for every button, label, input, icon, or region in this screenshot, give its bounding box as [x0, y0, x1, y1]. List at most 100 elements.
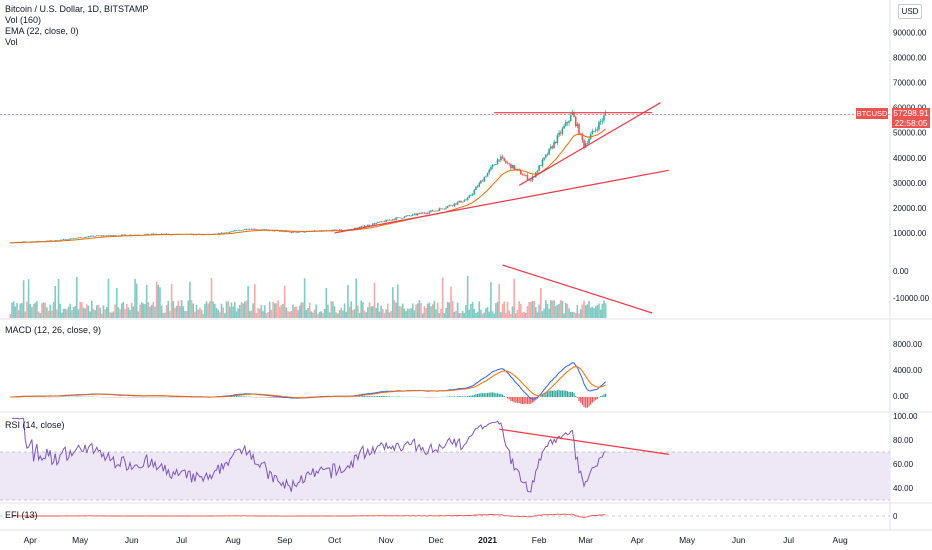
candle-body: [559, 132, 562, 134]
candle-body: [360, 226, 362, 228]
volume-bar: [556, 304, 559, 318]
volume-bar: [478, 301, 481, 318]
candle-body: [358, 227, 361, 229]
macd-hist-bar: [541, 394, 544, 397]
volume-bar: [378, 311, 381, 318]
volume-bar: [332, 301, 334, 318]
volume-bar: [534, 307, 537, 318]
macd-hist-bar: [230, 396, 233, 397]
candle-body: [243, 229, 246, 230]
macd-hist-bar: [244, 396, 246, 397]
macd-hist-bar: [593, 397, 595, 402]
time-axis-tick: Jun: [125, 535, 139, 545]
candle-body: [122, 234, 125, 236]
candle-body: [425, 213, 427, 214]
volume-bar: [172, 301, 175, 318]
candle-body: [263, 229, 266, 230]
volume-axis-tick: -10000.00: [893, 294, 930, 303]
volume-bar: [120, 303, 123, 318]
volume-bar: [219, 312, 221, 318]
volume-bar: [450, 286, 452, 318]
candle-body: [553, 141, 555, 148]
volume-bar: [405, 311, 407, 318]
volume-bar: [521, 312, 524, 318]
candle-body: [97, 235, 100, 237]
volume-bar: [225, 301, 228, 318]
candle-body: [24, 241, 27, 243]
time-axis-tick: Aug: [833, 535, 848, 545]
candle-body: [252, 228, 254, 230]
candle-body: [406, 215, 409, 217]
candle-body: [453, 203, 456, 206]
volume-bar: [22, 280, 25, 318]
volume-bar: [149, 306, 151, 318]
macd-hist-bar: [553, 390, 555, 397]
volume-bar: [77, 309, 80, 318]
candle-body: [536, 170, 539, 173]
macd-hist-bar: [515, 397, 517, 403]
rsi-axis-tick: 80.00: [893, 436, 914, 445]
volume-bar: [154, 306, 156, 318]
macd-hist-bar: [450, 396, 452, 397]
volume-bar: [531, 301, 534, 318]
volume-bar: [538, 304, 540, 318]
volume-bar: [465, 304, 467, 318]
candle-body: [401, 217, 404, 219]
volume-bar: [312, 312, 314, 318]
macd-hist-bar: [578, 397, 580, 401]
volume-bar: [476, 311, 479, 318]
volume-bar: [234, 301, 236, 318]
candle-body: [506, 162, 509, 164]
volume-bar: [461, 310, 464, 318]
candle-body: [220, 232, 223, 235]
macd-hist-bar: [448, 396, 450, 397]
volume-bar: [61, 312, 63, 318]
candle-body: [95, 235, 98, 237]
macd-hist-bar: [510, 397, 512, 401]
volume-bar: [180, 300, 183, 318]
volume-bar: [199, 307, 201, 318]
volume-bar: [110, 312, 113, 318]
last-price-tag: 57298.91 22:58:05: [892, 108, 930, 129]
volume-bar: [252, 303, 254, 318]
volume-bar: [272, 301, 274, 318]
volume-bar: [548, 308, 550, 318]
volume-bar: [488, 311, 491, 318]
candle-body: [109, 235, 111, 236]
volume-bar: [518, 301, 520, 318]
macd-line: [10, 362, 606, 400]
candle-body: [604, 114, 607, 116]
candle-body: [242, 229, 244, 231]
time-axis-tick: Oct: [328, 535, 342, 545]
currency-button[interactable]: USD: [898, 4, 922, 19]
candle-body: [408, 215, 411, 216]
volume-bar: [508, 310, 510, 318]
volume-bar: [428, 302, 431, 318]
volume-bar: [345, 311, 348, 318]
time-axis-tick: Jun: [732, 535, 746, 545]
volume-bar: [190, 300, 193, 318]
volume-bar: [243, 301, 246, 318]
candle-body: [438, 208, 441, 211]
volume-bar: [491, 311, 494, 318]
volume-bar: [192, 303, 195, 318]
volume-bar: [481, 313, 484, 318]
volume-bar: [596, 305, 599, 318]
candle-body: [69, 238, 71, 240]
candle-body: [47, 240, 50, 242]
volume-bar: [579, 309, 582, 318]
volume-bar: [202, 313, 205, 318]
candle-body: [333, 229, 336, 231]
candle-body: [125, 234, 128, 236]
volume-bar: [155, 281, 158, 318]
candle-body: [234, 230, 236, 232]
macd-hist-bar: [605, 393, 607, 397]
volume-bar: [573, 311, 575, 318]
macd-hist-bar: [520, 397, 522, 404]
volume-bar: [506, 301, 509, 318]
candle-body: [255, 229, 258, 231]
candle-body: [114, 235, 116, 236]
volume-bar: [87, 305, 90, 318]
